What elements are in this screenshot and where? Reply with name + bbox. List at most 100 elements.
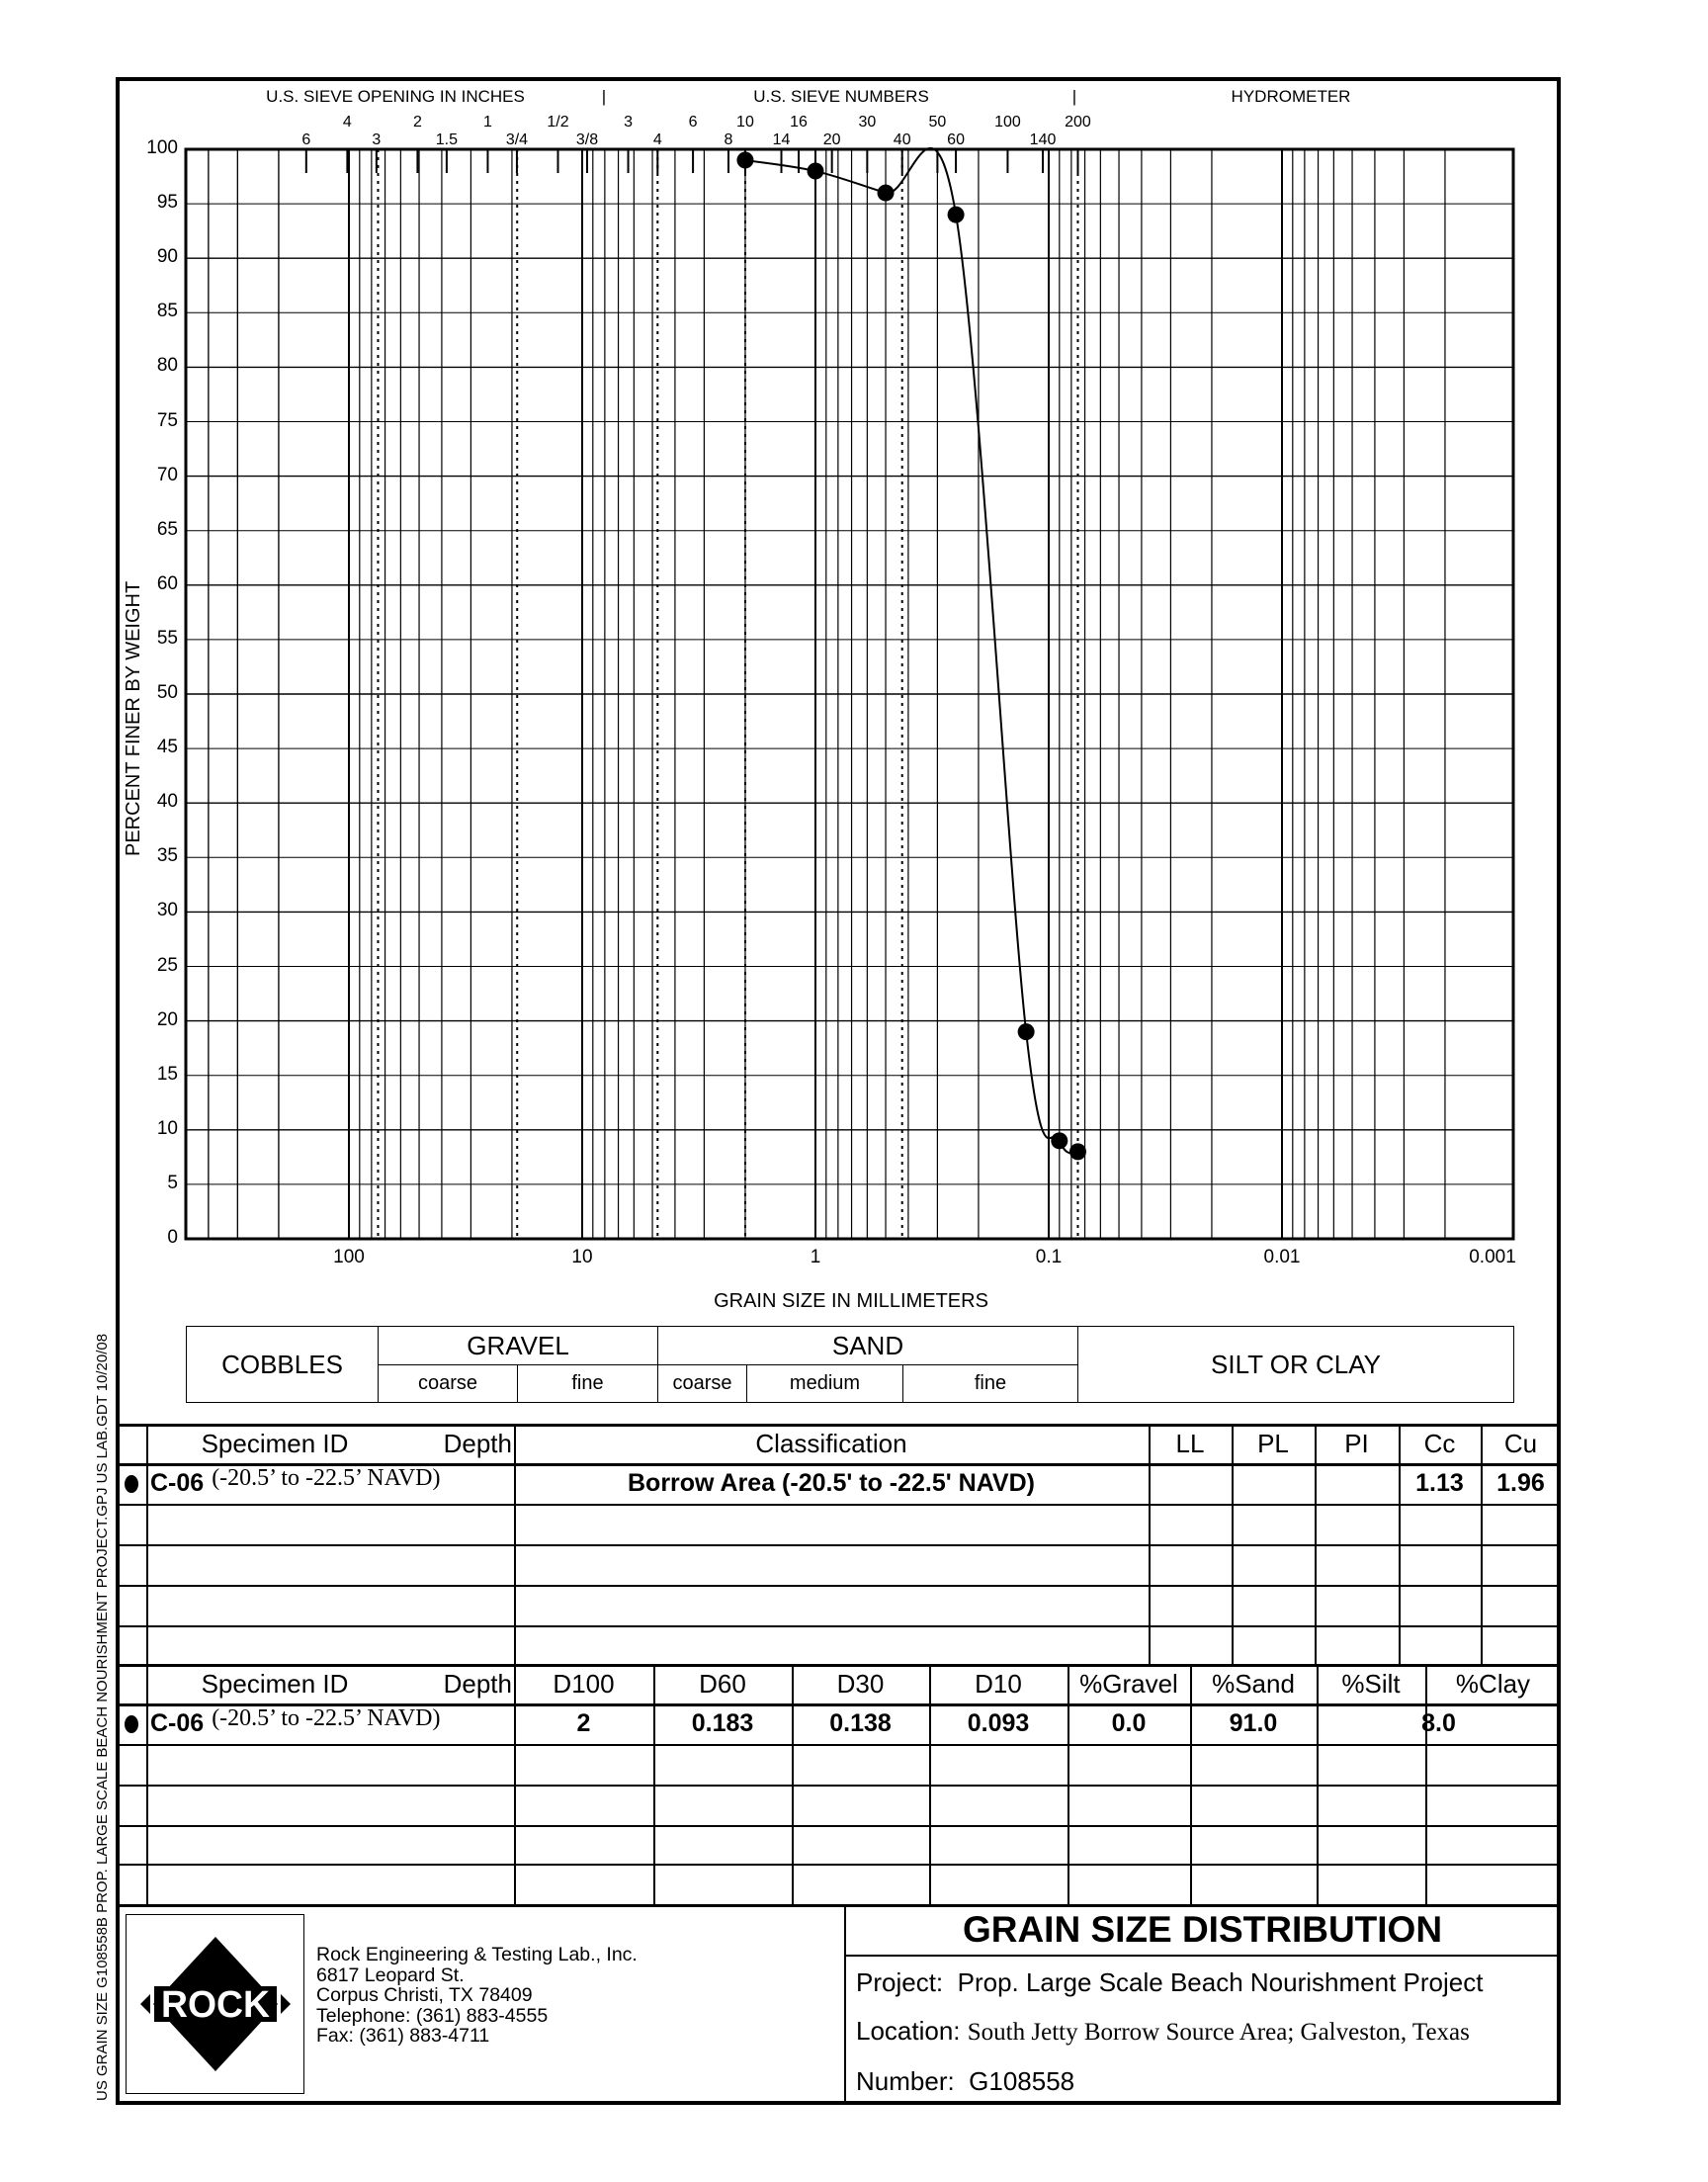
y-tick-label: 20 bbox=[156, 1008, 178, 1030]
header-depth: Depth bbox=[443, 1668, 512, 1699]
sand-value: 91.0 bbox=[1229, 1709, 1278, 1737]
sieve-label: 1.5 bbox=[435, 131, 459, 148]
table-rule bbox=[116, 1585, 1561, 1587]
cc-value: 1.13 bbox=[1415, 1469, 1464, 1497]
header-specimen-id: Specimen ID bbox=[201, 1668, 349, 1699]
d100-value: 2 bbox=[576, 1709, 591, 1737]
gravel-cell: GRAVEL bbox=[378, 1326, 658, 1365]
header-ll: LL bbox=[1175, 1428, 1205, 1458]
sieve-label: 2 bbox=[412, 114, 422, 131]
y-tick-label: 95 bbox=[156, 192, 178, 214]
sieve-label: 200 bbox=[1065, 114, 1091, 131]
y-tick-label: 35 bbox=[156, 845, 178, 867]
table-rule bbox=[116, 1463, 1561, 1466]
table-rule bbox=[1317, 1664, 1319, 1904]
gradation-curve bbox=[744, 147, 1078, 1155]
header-sand: %Sand bbox=[1212, 1668, 1295, 1699]
sieve-label: 1 bbox=[483, 114, 492, 131]
sand-fine-cell: fine bbox=[902, 1364, 1078, 1403]
sieve-label: 20 bbox=[822, 131, 841, 148]
company-fax: Fax: (361) 883-4711 bbox=[316, 2025, 490, 2047]
table-rule bbox=[1425, 1664, 1427, 1904]
circle-marker-icon bbox=[116, 1703, 146, 1744]
table-rule bbox=[116, 1664, 1561, 1667]
sieve-label: 3 bbox=[624, 114, 633, 131]
data-point bbox=[736, 151, 754, 169]
d30-value: 0.138 bbox=[829, 1709, 892, 1737]
header-d30: D30 bbox=[836, 1668, 885, 1699]
x-tick-label: 10 bbox=[571, 1247, 593, 1267]
rock-diamond-logo: ROCK bbox=[140, 1937, 291, 2071]
sieve-label: 1/2 bbox=[547, 114, 569, 131]
x-tick-label: 0.001 bbox=[1469, 1247, 1516, 1267]
table-rule bbox=[146, 1424, 148, 1664]
company-telephone: Telephone: (361) 883-4555 bbox=[316, 2004, 549, 2027]
table-rule bbox=[116, 1424, 1561, 1427]
sieve-label: 6 bbox=[688, 114, 698, 131]
grain-size-chart bbox=[184, 147, 1515, 1241]
sieve-label: 3/8 bbox=[575, 131, 599, 148]
sieve-label: 3 bbox=[372, 131, 382, 148]
x-tick-label: 0.01 bbox=[1263, 1247, 1301, 1267]
sieve-label: 14 bbox=[772, 131, 791, 148]
sieve-label: 8 bbox=[724, 131, 733, 148]
sieve-label: 40 bbox=[893, 131, 911, 148]
depth: (-20.5’ to -22.5’ NAVD) bbox=[212, 1465, 441, 1491]
company-address: Rock Engineering & Testing Lab., Inc. 68… bbox=[316, 1945, 638, 2047]
sand-cell: SAND bbox=[657, 1326, 1078, 1365]
y-tick-label: 70 bbox=[156, 464, 178, 485]
header-clay: %Clay bbox=[1455, 1668, 1531, 1699]
header-classification: Classification bbox=[755, 1428, 907, 1458]
table-rule bbox=[514, 1664, 516, 1904]
table-rule bbox=[792, 1664, 794, 1904]
y-tick-label: 80 bbox=[156, 355, 178, 377]
header-hydrometer: HYDROMETER bbox=[1231, 87, 1351, 106]
gravel-coarse-cell: coarse bbox=[378, 1364, 518, 1403]
company-logo: ROCK bbox=[126, 1914, 304, 2094]
table-rule bbox=[116, 1785, 1561, 1787]
header-gravel: %Gravel bbox=[1079, 1668, 1178, 1699]
table-rule bbox=[116, 1625, 1561, 1627]
table-rule bbox=[116, 1703, 1561, 1706]
y-tick-label: 15 bbox=[156, 1063, 178, 1085]
sieve-label: 100 bbox=[994, 114, 1021, 131]
number-line: Number: G108558 bbox=[856, 2066, 1074, 2097]
table-rule bbox=[116, 1504, 1561, 1506]
header-silt: %Silt bbox=[1341, 1668, 1401, 1699]
sieve-label: 3/4 bbox=[505, 131, 529, 148]
sand-medium-cell: medium bbox=[746, 1364, 903, 1403]
d10-value: 0.093 bbox=[967, 1709, 1030, 1737]
table-rule bbox=[116, 1744, 1561, 1746]
x-axis-label: GRAIN SIZE IN MILLIMETERS bbox=[714, 1290, 988, 1312]
y-tick-label: 85 bbox=[156, 301, 178, 322]
y-tick-label: 50 bbox=[156, 682, 178, 703]
report-title: GRAIN SIZE DISTRIBUTION bbox=[962, 1908, 1443, 1950]
y-tick-label: 55 bbox=[156, 627, 178, 649]
table-rule bbox=[1190, 1664, 1192, 1904]
gravel-fine-cell: fine bbox=[517, 1364, 658, 1403]
x-tick-label: 0.1 bbox=[1035, 1247, 1063, 1267]
header-pl: PL bbox=[1257, 1428, 1289, 1458]
gravel-value: 0.0 bbox=[1111, 1709, 1147, 1737]
classification: Borrow Area (-20.5' to -22.5' NAVD) bbox=[628, 1469, 1035, 1497]
header-separator: | bbox=[1071, 87, 1077, 106]
table-rule bbox=[929, 1664, 931, 1904]
project-line: Project: Prop. Large Scale Beach Nourish… bbox=[856, 1967, 1483, 1998]
svg-text:ROCK: ROCK bbox=[161, 1984, 271, 2026]
header-depth: Depth bbox=[443, 1428, 512, 1458]
y-tick-label: 25 bbox=[156, 954, 178, 976]
data-point bbox=[1068, 1143, 1086, 1161]
y-tick-label: 45 bbox=[156, 737, 178, 758]
table-rule bbox=[146, 1664, 148, 1904]
header-d60: D60 bbox=[699, 1668, 746, 1699]
y-tick-label: 60 bbox=[156, 572, 178, 594]
specimen-id: C-06 bbox=[150, 1709, 205, 1737]
silt-clay-value: 8.0 bbox=[1421, 1709, 1456, 1737]
company-street: 6817 Leopard St. bbox=[316, 1964, 465, 1986]
header-d100: D100 bbox=[553, 1668, 615, 1699]
sieve-label: 6 bbox=[301, 131, 311, 148]
silt-clay-cell: SILT OR CLAY bbox=[1077, 1326, 1514, 1403]
y-tick-label: 90 bbox=[156, 246, 178, 268]
depth: (-20.5’ to -22.5’ NAVD) bbox=[212, 1705, 441, 1731]
table-rule bbox=[1068, 1664, 1069, 1904]
